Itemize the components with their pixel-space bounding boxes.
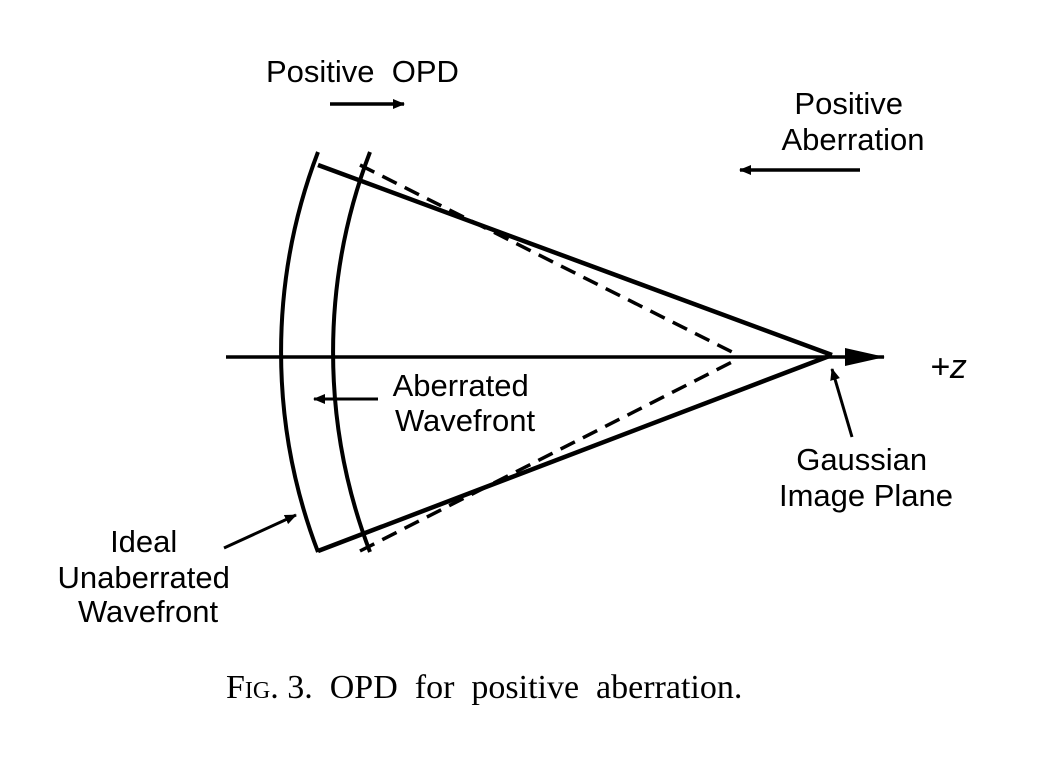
upper-dashed-ray	[359, 163, 739, 357]
gaussian-image-plane-pointer	[830, 368, 854, 438]
ideal-wavefront-label: Ideal Unaberrated Wavefront	[58, 524, 239, 629]
lower-dashed-ray	[359, 357, 739, 553]
positive-opd-label: Positive OPD	[266, 54, 459, 89]
figure-caption: Fig. 3. OPD for positive aberration.	[226, 669, 742, 706]
aberrated-wavefront-arc	[331, 151, 372, 553]
ideal-wavefront-pointer	[223, 513, 297, 550]
lower-ray	[317, 352, 833, 554]
z-axis-label: +z	[930, 348, 967, 386]
aberrated-wavefront-label: Aberrated Wavefront	[393, 368, 538, 438]
upper-ray	[317, 162, 833, 358]
caption-prefix: Fig.	[226, 669, 279, 706]
caption-text: 3. OPD for positive aberration.	[279, 669, 743, 706]
gaussian-image-plane-label: Gaussian Image Plane	[779, 442, 953, 513]
positive-aberration-label: Positive Aberration	[781, 86, 924, 157]
ideal-wavefront-arc	[279, 151, 320, 553]
